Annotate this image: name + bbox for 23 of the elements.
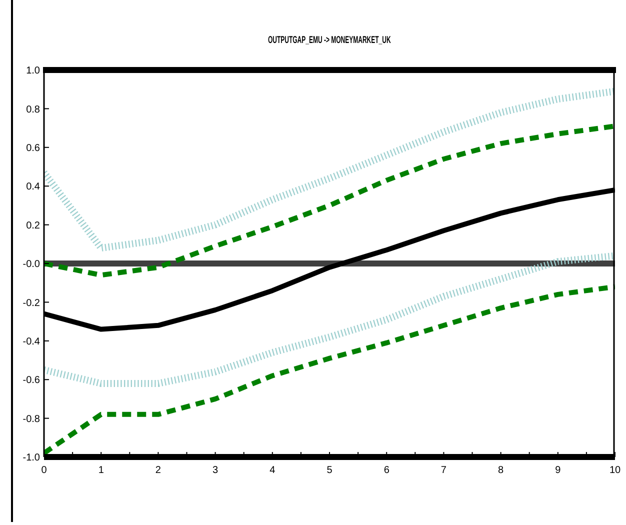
x-tick-label: 1 [98, 465, 104, 476]
x-tick-label: 5 [326, 465, 333, 476]
x-tick-label: 7 [440, 465, 447, 476]
y-tick-label: 0.8 [26, 104, 40, 116]
y-tick-label: -0.0 [22, 259, 40, 270]
y-tick-label: 0.6 [26, 142, 40, 154]
y-tick-label: -0.4 [22, 336, 40, 348]
x-tick-label: 0 [41, 465, 48, 476]
x-tick-label: 8 [498, 465, 504, 476]
y-tick-label: 0.4 [26, 182, 40, 193]
y-tick-label: -0.6 [22, 375, 40, 386]
chart-title: OUTPUTGAP_EMU -> MONEYMARKET_UK [268, 35, 391, 46]
x-tick-label: 2 [155, 465, 162, 476]
y-tick-label: -1.0 [22, 452, 40, 464]
x-tick-label: 10 [609, 465, 621, 476]
y-tick-label: 1.0 [26, 66, 40, 77]
y-tick-label: 0.2 [26, 220, 40, 232]
y-tick-label: -0.2 [22, 298, 40, 309]
x-tick-label: 3 [212, 465, 219, 476]
x-tick-label: 4 [270, 465, 276, 476]
x-tick-label: 6 [384, 465, 390, 476]
x-tick-label: 9 [555, 465, 562, 476]
y-tick-label: -0.8 [22, 414, 40, 425]
